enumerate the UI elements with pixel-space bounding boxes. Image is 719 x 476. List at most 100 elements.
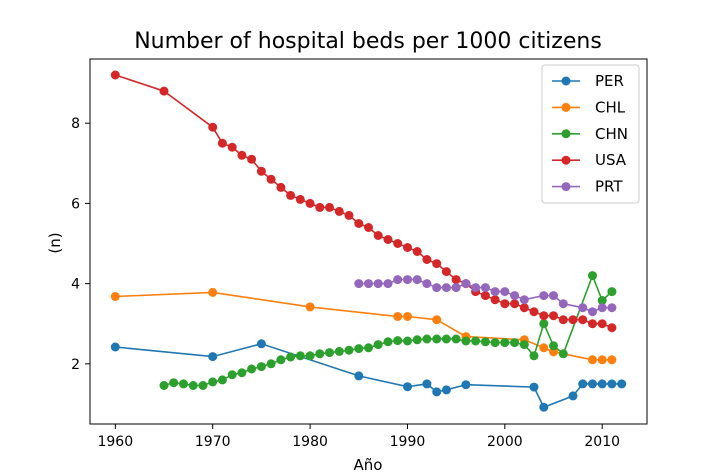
data-point-chn (432, 334, 442, 344)
data-point-usa (354, 219, 364, 228)
data-point-usa (607, 323, 617, 333)
data-point-usa (247, 154, 257, 164)
y-tick-label: 4 (71, 277, 80, 293)
y-tick-label: 2 (71, 357, 80, 373)
data-point-usa (305, 198, 315, 208)
data-point-per (422, 379, 432, 389)
data-point-prt (558, 299, 568, 309)
data-point-usa (500, 299, 510, 309)
x-tick-label: 2000 (487, 434, 523, 450)
data-point-prt (441, 283, 451, 293)
data-point-usa (276, 182, 286, 192)
data-point-usa (266, 174, 276, 184)
data-point-usa (510, 299, 520, 309)
data-point-usa (578, 315, 588, 325)
data-point-prt (471, 283, 481, 293)
data-point-chn (519, 340, 529, 350)
data-point-chl (588, 355, 597, 365)
data-point-usa (568, 315, 578, 325)
data-point-prt (549, 291, 558, 301)
data-point-usa (451, 275, 461, 285)
data-point-chn (266, 359, 276, 369)
legend-marker-per (561, 76, 571, 86)
y-axis-label: (n) (46, 232, 64, 253)
data-point-chl (607, 355, 617, 365)
data-point-chn (159, 381, 169, 390)
data-point-usa (110, 70, 120, 80)
x-axis-label: Año (354, 456, 383, 474)
data-point-usa (334, 206, 344, 216)
data-point-per (354, 371, 364, 381)
data-point-chn (256, 362, 266, 372)
data-point-chl (403, 312, 412, 321)
data-point-chn (500, 338, 510, 348)
data-point-usa (480, 291, 490, 301)
data-point-chl (539, 343, 549, 353)
data-point-usa (403, 243, 412, 252)
data-point-prt (364, 279, 373, 289)
data-point-prt (597, 303, 607, 313)
data-point-per (597, 379, 607, 389)
data-point-per (441, 385, 451, 395)
data-point-per (403, 382, 412, 392)
legend: PER CHL CHN USA PRT (541, 64, 640, 204)
data-point-usa (597, 319, 607, 329)
data-point-chn (549, 341, 558, 351)
data-point-chl (393, 312, 403, 321)
data-point-chn (315, 349, 325, 359)
data-point-prt (519, 295, 529, 305)
data-point-chn (334, 346, 344, 356)
legend-marker-chn (561, 129, 571, 139)
data-point-chn (276, 355, 286, 365)
data-point-chn (179, 379, 188, 389)
axes: 1960 1970 1980 1990 2000 2010 2 4 6 8 (71, 58, 648, 450)
data-point-per (110, 342, 120, 352)
x-tick-label: 1960 (97, 434, 133, 450)
data-point-per (539, 402, 549, 412)
legend-label-prt: PRT (595, 178, 623, 196)
data-point-prt (403, 275, 412, 285)
data-point-chn (393, 336, 403, 346)
data-point-usa (315, 202, 325, 212)
data-point-chn (441, 334, 451, 344)
data-point-chn (344, 345, 354, 355)
data-point-chn (217, 375, 227, 385)
data-point-prt (500, 287, 510, 297)
data-point-prt (510, 291, 520, 301)
data-point-prt (480, 283, 490, 293)
x-tick-label: 2010 (584, 434, 620, 450)
data-point-usa (393, 239, 403, 248)
data-point-prt (588, 307, 597, 317)
y-tick-label: 8 (71, 116, 80, 132)
data-point-chn (286, 352, 296, 362)
data-point-per (256, 339, 266, 349)
data-point-usa (344, 210, 354, 220)
data-point-prt (578, 303, 588, 313)
data-point-usa (529, 307, 539, 317)
data-point-usa (383, 235, 393, 244)
data-point-per (529, 382, 539, 392)
legend-marker-chl (561, 102, 571, 112)
data-point-usa (325, 202, 334, 212)
data-point-chn (247, 364, 257, 374)
data-point-usa (159, 86, 169, 96)
data-point-chn (490, 338, 500, 348)
data-point-chn (237, 368, 247, 378)
data-point-chn (305, 351, 315, 361)
data-point-prt (539, 291, 549, 301)
legend-box (541, 64, 640, 204)
data-point-chn (412, 335, 422, 345)
data-point-prt (412, 275, 422, 285)
data-point-chn (607, 287, 617, 297)
x-tick-label: 1970 (195, 434, 231, 450)
x-tick-label: 1980 (292, 434, 328, 450)
data-point-chn (188, 381, 198, 390)
data-point-usa (364, 223, 373, 232)
data-point-chn (354, 344, 364, 354)
data-point-chn (480, 337, 490, 347)
data-point-usa (490, 295, 500, 305)
data-point-usa (422, 255, 432, 264)
data-point-chl (208, 287, 218, 297)
data-point-prt (490, 287, 500, 297)
